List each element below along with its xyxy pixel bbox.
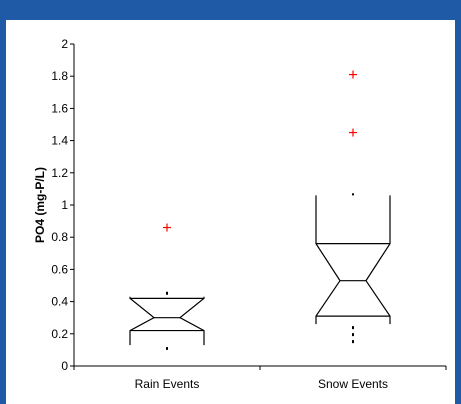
- x-tick-label: Snow Events: [318, 377, 388, 391]
- box-notch-outline: [129, 296, 205, 346]
- outlier-point: [349, 70, 357, 79]
- box-2: [315, 70, 391, 344]
- y-tick-label: 1.6: [51, 101, 68, 115]
- y-tick-label: 1: [61, 198, 68, 212]
- y-axis-title: PO4 (mg-P/L): [33, 167, 47, 243]
- y-tick-label: 0.4: [51, 295, 68, 309]
- y-tick-label: 1.4: [51, 134, 68, 148]
- outlier-point: [349, 128, 357, 137]
- y-axis: 0 0.2 0.4 0.6 0.8 1 1.2 1.4 1.6 1.8 2: [51, 37, 75, 373]
- outlier-point: [163, 223, 171, 232]
- y-tick-label: 2: [61, 37, 68, 51]
- chart-panel: [6, 20, 455, 404]
- x-tick-label: Rain Events: [135, 377, 200, 391]
- y-tick-label: 0: [61, 359, 68, 373]
- box-1: [129, 223, 205, 350]
- y-tick-label: 0.8: [51, 230, 68, 244]
- box-group: [129, 70, 391, 350]
- x-axis: Rain Events Snow Events: [73, 365, 447, 391]
- y-tick-label: 1.8: [51, 69, 68, 83]
- box-notch-outline: [315, 195, 391, 325]
- y-tick-label: 1.2: [51, 166, 68, 180]
- y-tick-label: 0.6: [51, 262, 68, 276]
- y-tick-label: 0.2: [51, 327, 68, 341]
